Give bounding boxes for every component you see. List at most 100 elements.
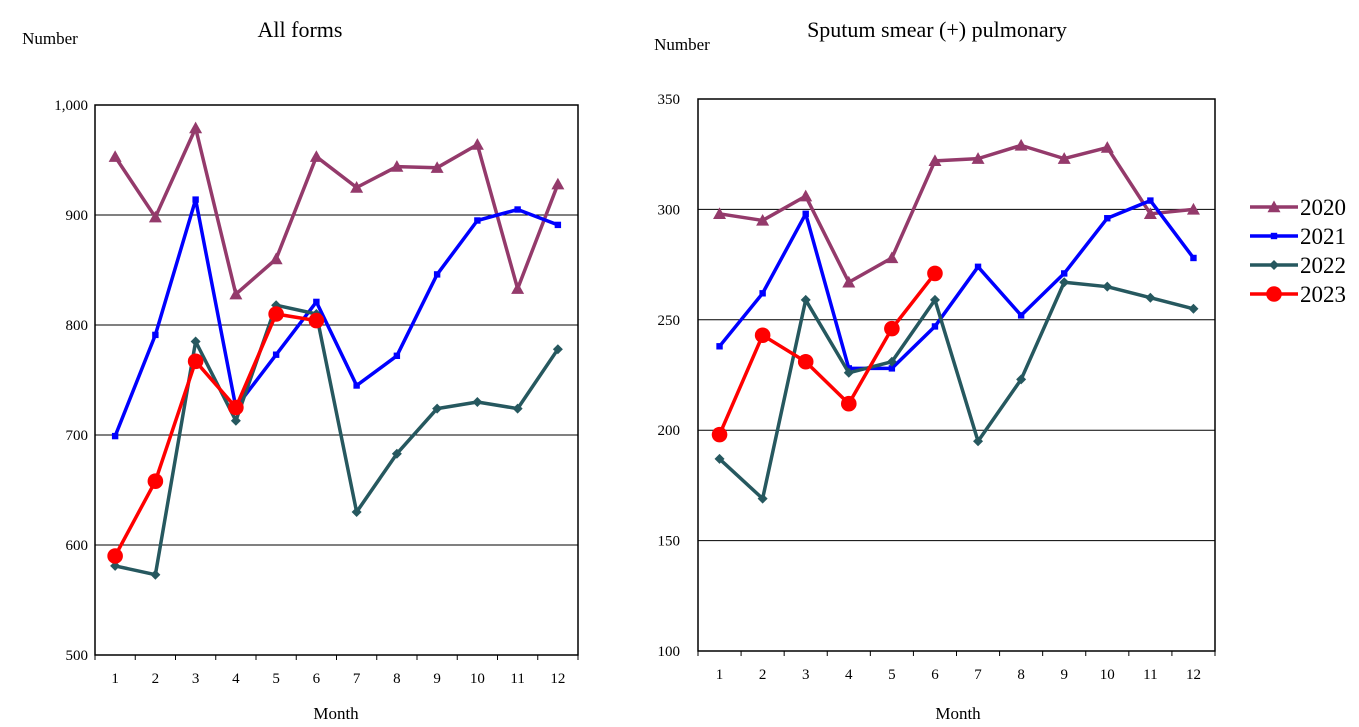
data-point xyxy=(756,213,770,226)
x-tick-label: 1 xyxy=(111,671,119,687)
data-point xyxy=(152,331,159,339)
data-point xyxy=(512,403,523,414)
data-point xyxy=(1061,270,1068,277)
legend-label: 2023 xyxy=(1300,282,1346,307)
data-point xyxy=(799,189,813,202)
data-point xyxy=(511,282,525,294)
plot-area xyxy=(697,98,1216,652)
legend-item-2023: 2023 xyxy=(1250,282,1346,307)
data-point xyxy=(1190,254,1197,262)
data-point xyxy=(840,395,857,412)
data-point xyxy=(393,352,401,359)
chart-sputum-smear: Sputum smear (+) pulmonary Number Month … xyxy=(654,17,1216,723)
x-tick-label: 3 xyxy=(192,671,200,687)
series-line-2022 xyxy=(718,280,1194,501)
legend-item-2022: 2022 xyxy=(1250,253,1346,278)
x-axis-label: Month xyxy=(313,704,359,723)
data-point xyxy=(187,353,204,370)
x-tick-label: 9 xyxy=(1060,667,1068,683)
data-point xyxy=(1143,207,1157,220)
data-point xyxy=(190,336,201,347)
data-point xyxy=(433,271,441,278)
data-point xyxy=(192,196,199,203)
data-point xyxy=(430,161,444,173)
x-tick-label: 10 xyxy=(1100,667,1115,683)
series-line-2023 xyxy=(717,272,937,436)
plot-area xyxy=(94,104,579,656)
x-tick-label: 12 xyxy=(550,671,565,687)
data-point xyxy=(714,453,725,464)
data-point xyxy=(1059,277,1070,288)
series-line-2020 xyxy=(719,143,1194,285)
data-point xyxy=(472,397,483,407)
data-point xyxy=(268,306,284,322)
x-tick-label: 4 xyxy=(845,667,853,683)
data-point xyxy=(390,160,404,172)
data-point xyxy=(350,181,364,193)
y-axis-label: Number xyxy=(654,35,710,54)
data-point xyxy=(351,507,362,517)
data-point xyxy=(108,150,122,162)
legend-item-2020: 2020 xyxy=(1250,195,1346,220)
data-point xyxy=(552,344,563,355)
x-axis-label: Month xyxy=(935,704,981,723)
x-tick-label: 2 xyxy=(152,671,160,687)
x-tick-label: 7 xyxy=(353,671,361,687)
series-line-2021 xyxy=(718,198,1195,371)
data-point xyxy=(1147,197,1154,204)
data-point xyxy=(147,473,164,490)
data-point xyxy=(1057,152,1071,164)
y-tick-label: 300 xyxy=(658,202,681,218)
y-tick-label: 800 xyxy=(66,318,89,334)
data-point xyxy=(470,138,484,150)
data-point xyxy=(228,399,244,416)
data-point xyxy=(797,353,814,370)
data-point xyxy=(885,251,899,264)
x-tick-label: 8 xyxy=(1017,667,1025,683)
data-point xyxy=(1016,374,1027,385)
x-tick-label: 11 xyxy=(510,671,524,687)
data-point xyxy=(514,206,521,213)
legend-item-2021: 2021 xyxy=(1250,224,1346,249)
y-tick-label: 500 xyxy=(66,648,89,664)
series-2023 xyxy=(107,306,325,564)
series-2021 xyxy=(111,196,562,440)
data-point xyxy=(974,263,982,271)
legend: 2020 2021 2022 2023 xyxy=(1250,195,1346,307)
y-tick-label: 150 xyxy=(658,534,681,550)
x-tick-label: 4 xyxy=(232,671,240,687)
data-point xyxy=(1104,215,1111,222)
data-point xyxy=(886,356,897,367)
data-point xyxy=(711,426,728,443)
data-point xyxy=(1188,303,1199,314)
data-point xyxy=(1145,292,1156,303)
legend-label: 2022 xyxy=(1300,253,1346,278)
y-tick-label: 900 xyxy=(66,208,89,224)
data-point xyxy=(308,312,325,329)
data-point xyxy=(107,548,123,564)
data-point xyxy=(554,221,562,229)
x-tick-label: 8 xyxy=(393,671,401,687)
y-tick-label: 1,000 xyxy=(54,98,88,114)
x-tick-label: 5 xyxy=(888,667,896,683)
data-point xyxy=(111,432,119,440)
x-tick-label: 11 xyxy=(1143,667,1157,683)
data-point xyxy=(929,294,940,305)
legend-label: 2020 xyxy=(1300,195,1346,220)
x-tick-label: 9 xyxy=(433,671,441,687)
data-point xyxy=(313,298,320,306)
data-point xyxy=(189,121,203,134)
x-tick-label: 7 xyxy=(974,667,982,683)
data-point xyxy=(1102,281,1113,292)
data-point xyxy=(272,351,280,358)
chart-title: Sputum smear (+) pulmonary xyxy=(807,17,1067,42)
series-2020 xyxy=(108,121,565,300)
data-point xyxy=(432,403,443,414)
legend-label: 2021 xyxy=(1300,224,1346,249)
y-tick-label: 350 xyxy=(658,92,681,108)
x-tick-label: 3 xyxy=(802,667,810,683)
data-point xyxy=(474,217,481,224)
x-tick-label: 10 xyxy=(470,671,485,687)
x-tick-label: 2 xyxy=(759,667,767,683)
data-point xyxy=(230,415,241,426)
